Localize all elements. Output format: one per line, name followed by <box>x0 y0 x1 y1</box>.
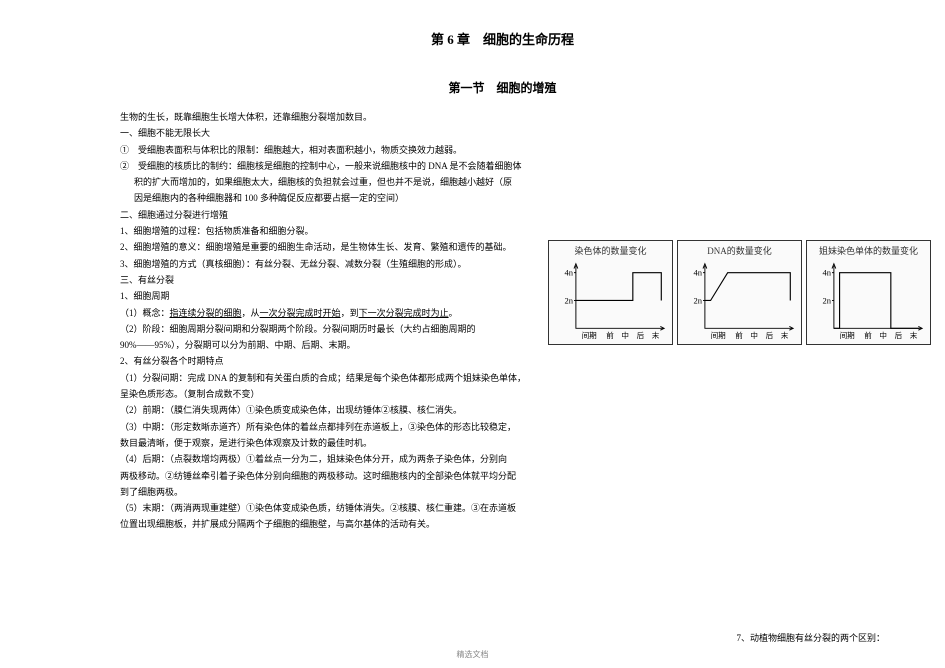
content-row: 生物的生长，既靠细胞生长增大体积，还靠细胞分裂增加数目。 一、细胞不能无限长大 … <box>120 110 885 534</box>
heading-1: 一、细胞不能无限长大 <box>120 126 540 141</box>
svg-text:2n: 2n <box>822 296 831 306</box>
svg-text:中: 中 <box>879 330 887 340</box>
para-14a: （5）末期：（两消两现重建壁）①染色体变成染色质，纺锤体消失。②核膜、核仁重建。… <box>120 501 540 516</box>
para-13a: （4）后期：（点裂数增均两极）①着丝点一分为二，姐妹染色体分开，成为两条子染色体… <box>120 452 540 467</box>
p7-end: 。 <box>449 308 458 318</box>
svg-text:末: 末 <box>780 330 788 340</box>
svg-text:2n: 2n <box>564 296 573 306</box>
p7-underline-2: 一次分裂完成时开始 <box>260 308 341 318</box>
section-title: 第一节 细胞的增殖 <box>120 79 885 98</box>
para-9: 2、有丝分裂各个时期特点 <box>120 354 540 369</box>
para-12a: （3）中期：（形定数晰赤道齐）所有染色体的着丝点都排列在赤道板上，③染色体的形态… <box>120 420 540 435</box>
svg-text:前: 前 <box>735 330 743 340</box>
para-2b: 积的扩大而增加的，如果细胞太大，细胞核的负担就会过重，但也并不是说，细胞越小越好… <box>120 175 540 190</box>
chart3-title: 姐妹染色单体的数量变化 <box>819 244 918 258</box>
para-12b: 数目最清晰，便于观察，是进行染色体观察及计数的最佳时机。 <box>120 436 540 451</box>
para-13c: 到了细胞两极。 <box>120 485 540 500</box>
para-8a: （2）阶段：细胞周期分裂间期和分裂期两个阶段。分裂间期历时最长（大约占细胞周期的 <box>120 322 540 337</box>
svg-text:前: 前 <box>606 330 614 340</box>
para-11: （2）前期：（膜仁消失现两体）①染色质变成染色体，出现纺锤体②核膜、核仁消失。 <box>120 403 540 418</box>
svg-text:4n: 4n <box>822 268 831 278</box>
p7-prefix: （1）概念： <box>120 308 170 318</box>
p7-mid1: ，从 <box>242 308 260 318</box>
chart1-svg: 4n 2n 间期前中后末 <box>552 260 670 342</box>
chart2-svg: 4n 2n 间期前中后末 <box>681 260 799 342</box>
para-8b: 90%——95%），分裂期可以分为前期、中期、后期、末期。 <box>120 338 540 353</box>
svg-text:4n: 4n <box>564 268 573 278</box>
svg-text:2n: 2n <box>693 296 702 306</box>
svg-text:前: 前 <box>864 330 872 340</box>
chart2-title: DNA的数量变化 <box>707 244 772 258</box>
para-10b: 呈染色质形态。（复制合成数不变） <box>120 387 540 402</box>
svg-text:末: 末 <box>651 330 659 340</box>
text-column: 生物的生长，既靠细胞生长增大体积，还靠细胞分裂增加数目。 一、细胞不能无限长大 … <box>120 110 540 534</box>
svg-text:中: 中 <box>621 330 629 340</box>
p7-underline-1: 指连续分裂的细胞 <box>170 308 242 318</box>
p7-underline-3: 下一次分裂完成时为止 <box>359 308 449 318</box>
para-6: 1、细胞周期 <box>120 289 540 304</box>
para-2c: 因是细胞内的各种细胞器和 100 多种酶促反应都要占据一定的空间） <box>120 191 540 206</box>
footer-note: 7、动植物细胞有丝分裂的两个区别： <box>736 631 885 644</box>
svg-text:后: 后 <box>765 330 773 340</box>
chapter-title: 第 6 章 细胞的生命历程 <box>120 30 885 51</box>
svg-text:间期: 间期 <box>581 331 597 340</box>
svg-text:末: 末 <box>909 330 917 340</box>
svg-text:4n: 4n <box>693 268 702 278</box>
heading-3: 三、有丝分裂 <box>120 273 540 288</box>
chart1-title: 染色体的数量变化 <box>574 244 646 258</box>
para-2a: ② 受细胞的核质比的制约：细胞核是细胞的控制中心，一般来说细胞核中的 DNA 是… <box>120 159 540 174</box>
chart-chromatid-count: 姐妹染色单体的数量变化 4n 2n 间期前中后末 <box>806 240 931 345</box>
para-5: 3、细胞增殖的方式（真核细胞）：有丝分裂、无丝分裂、减数分裂（生殖细胞的形成）。 <box>120 257 540 272</box>
svg-text:后: 后 <box>894 330 902 340</box>
para-1: ① 受细胞表面积与体积比的限制：细胞越大，相对表面积越小，物质交换效力越弱。 <box>120 143 540 158</box>
chart3-svg: 4n 2n 间期前中后末 <box>810 260 928 342</box>
para-10a: （1）分裂间期：完成 DNA 的复制和有关蛋白质的合成；结果是每个染色体都形成两… <box>120 371 540 386</box>
para-3: 1、细胞增殖的过程：包括物质准备和细胞分裂。 <box>120 224 540 239</box>
svg-text:间期: 间期 <box>710 331 726 340</box>
para-13b: 两极移动。②纺锤丝牵引着子染色体分别向细胞的两极移动。这时细胞核内的全部染色体就… <box>120 469 540 484</box>
intro-line: 生物的生长，既靠细胞生长增大体积，还靠细胞分裂增加数目。 <box>120 110 540 125</box>
chart-dna-count: DNA的数量变化 4n 2n 间期前中后末 <box>677 240 802 345</box>
para-14b: 位置出现细胞板，并扩展成分隔两个子细胞的细胞壁，与高尔基体的活动有关。 <box>120 517 540 532</box>
chart-chromosome-count: 染色体的数量变化 4n 2n 间期前中后末 <box>548 240 673 345</box>
para-4: 2、细胞增殖的意义：细胞增殖是重要的细胞生命活动，是生物体生长、发育、繁殖和遗传… <box>120 240 540 255</box>
charts-column: 染色体的数量变化 4n2n间期前中后末 DNA的数量变化 4n2n间期前中后末 … <box>548 240 931 345</box>
heading-2: 二、细胞通过分裂进行增殖 <box>120 208 540 223</box>
svg-text:后: 后 <box>636 330 644 340</box>
p7-mid2: ，到 <box>341 308 359 318</box>
svg-text:间期: 间期 <box>839 331 855 340</box>
footer-watermark: 精选文档 <box>0 649 945 660</box>
para-7: （1）概念：指连续分裂的细胞，从一次分裂完成时开始，到下一次分裂完成时为止。 <box>120 306 540 321</box>
svg-text:中: 中 <box>750 330 758 340</box>
document-page: 第 6 章 细胞的生命历程 第一节 细胞的增殖 生物的生长，既靠细胞生长增大体积… <box>0 0 945 544</box>
